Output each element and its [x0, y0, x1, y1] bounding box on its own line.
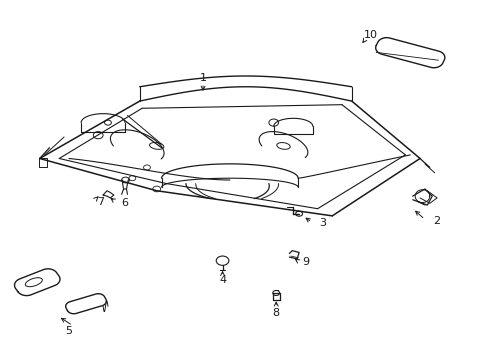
Text: 7: 7: [97, 197, 104, 207]
Text: 5: 5: [65, 325, 72, 336]
Text: 8: 8: [272, 308, 279, 318]
Text: 3: 3: [318, 218, 325, 228]
Text: 6: 6: [122, 198, 128, 208]
Text: 4: 4: [219, 275, 225, 285]
Text: 10: 10: [364, 30, 378, 40]
Text: 1: 1: [199, 73, 206, 83]
Circle shape: [216, 256, 228, 265]
Circle shape: [272, 291, 279, 296]
Text: 9: 9: [301, 257, 308, 267]
Text: 2: 2: [433, 216, 440, 226]
